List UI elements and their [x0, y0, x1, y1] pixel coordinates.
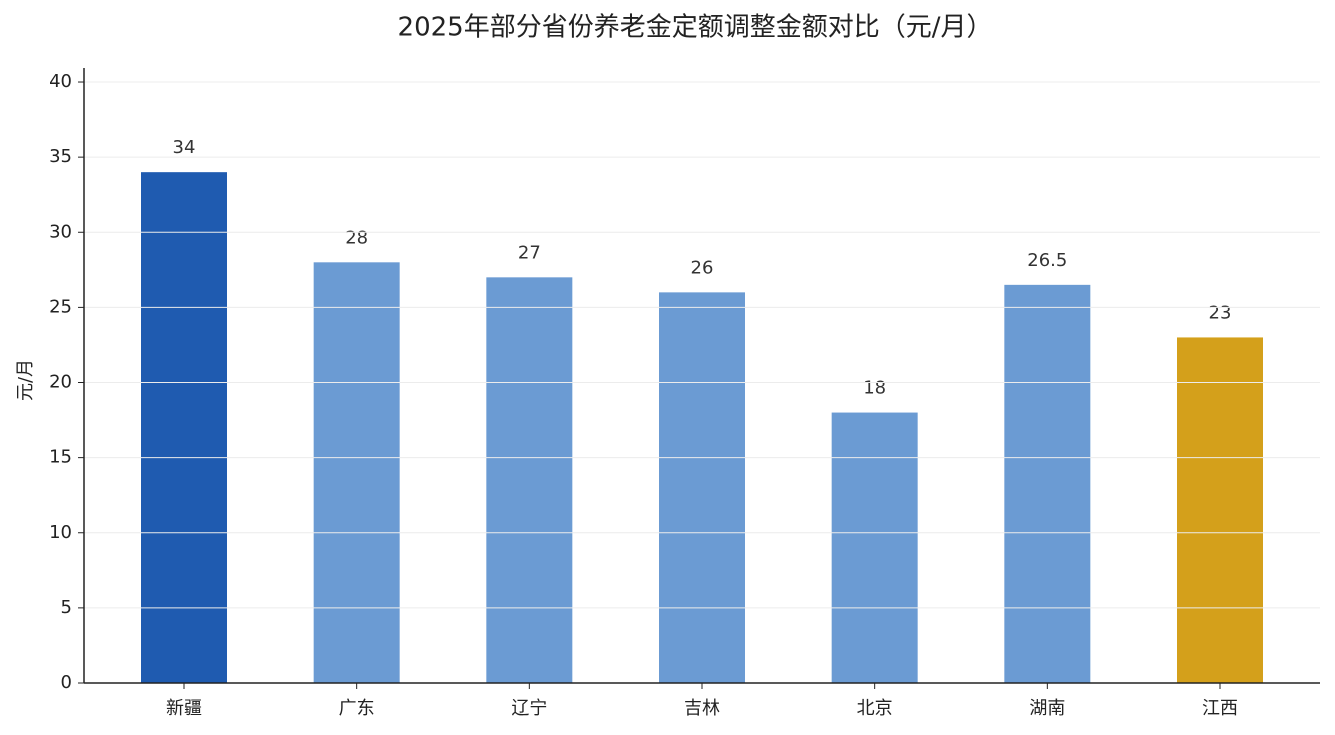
value-label: 28 [345, 227, 368, 248]
bar [486, 277, 573, 683]
bar [141, 172, 227, 683]
bar [659, 292, 745, 683]
value-label: 34 [173, 137, 196, 158]
y-tick-label: 10 [49, 522, 72, 543]
value-label: 26.5 [1027, 250, 1067, 271]
value-label: 26 [691, 257, 714, 278]
x-tick-label: 广东 [339, 698, 375, 719]
y-axis-label: 元/月 [15, 359, 36, 401]
value-label: 23 [1209, 302, 1232, 323]
x-tick-label: 吉林 [684, 698, 720, 719]
bar [1004, 284, 1091, 683]
x-tick-label: 辽宁 [511, 698, 547, 719]
bar [313, 262, 400, 683]
value-label: 27 [518, 242, 541, 263]
x-tick-label: 湖南 [1029, 698, 1065, 719]
chart-title: 2025年部分省份养老金定额调整金额对比（元/月） [398, 13, 993, 43]
y-tick-label: 25 [49, 296, 72, 317]
y-tick-label: 40 [49, 71, 72, 92]
x-tick-label: 北京 [857, 698, 893, 719]
x-tick-label: 新疆 [166, 698, 202, 719]
y-tick-label: 15 [49, 447, 72, 468]
y-tick-label: 20 [49, 372, 72, 393]
y-tick-label: 0 [61, 672, 72, 693]
y-tick-label: 5 [61, 597, 72, 618]
y-tick-label: 35 [49, 146, 72, 167]
bar [831, 412, 918, 683]
value-label: 18 [863, 378, 886, 399]
y-tick-label: 30 [49, 221, 72, 242]
bar [1177, 337, 1263, 683]
x-tick-label: 江西 [1202, 698, 1238, 719]
